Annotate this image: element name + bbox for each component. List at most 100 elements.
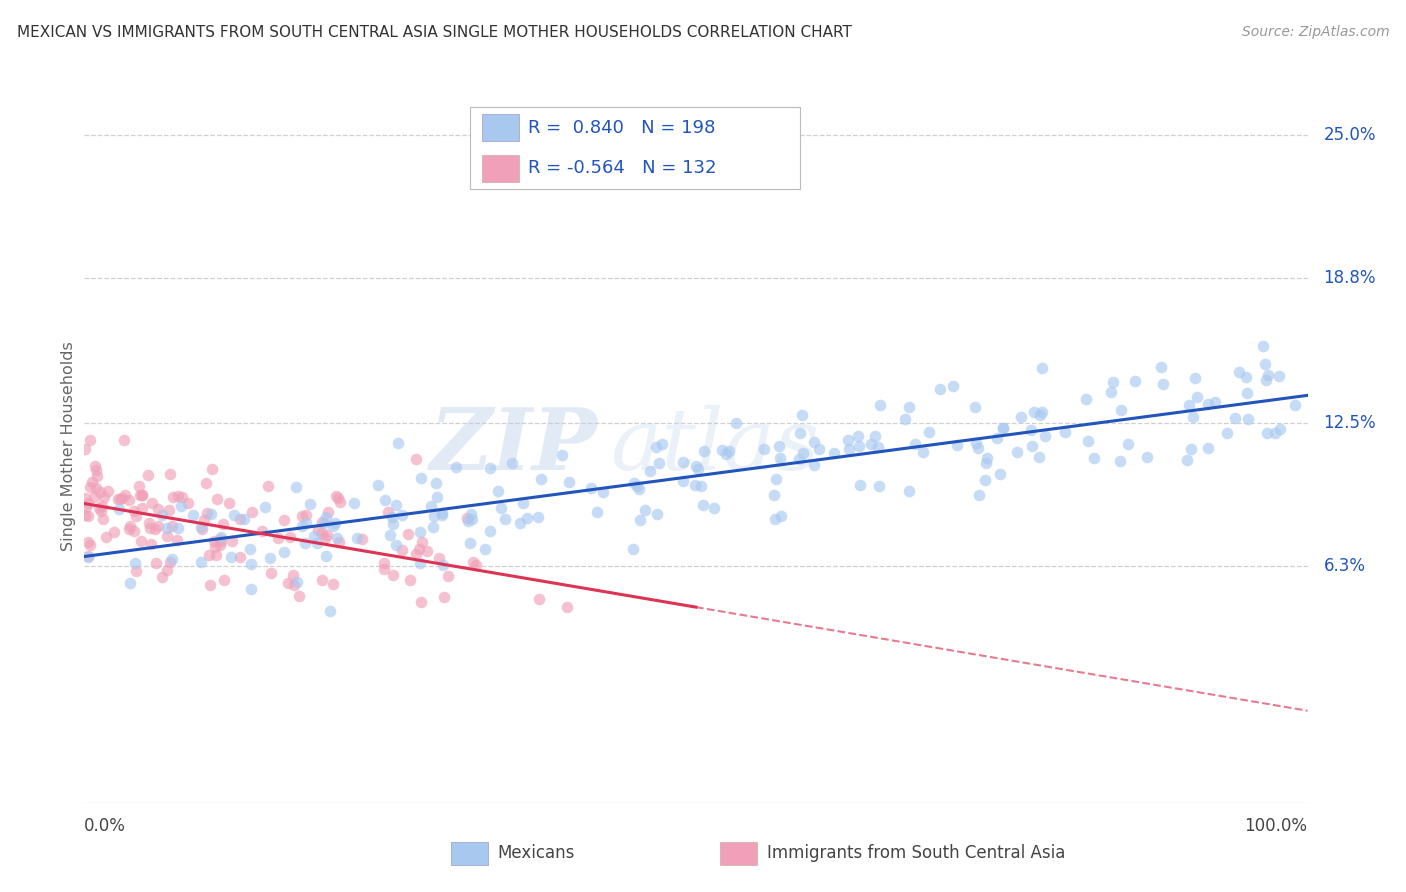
- Point: [322, 576, 344, 591]
- Point: [1019, 423, 1042, 437]
- Point: [529, 591, 551, 606]
- Point: [585, 505, 607, 519]
- Point: [295, 508, 318, 522]
- Point: [194, 476, 217, 491]
- Point: [155, 528, 177, 542]
- Point: [170, 499, 193, 513]
- Point: [1005, 445, 1028, 459]
- Point: [894, 411, 917, 425]
- Point: [426, 490, 449, 504]
- Point: [157, 503, 180, 517]
- Point: [76, 549, 98, 563]
- Point: [509, 516, 531, 530]
- Point: [315, 549, 337, 564]
- Point: [239, 558, 262, 572]
- Point: [314, 516, 336, 530]
- Point: [93, 491, 115, 505]
- Text: atlas: atlas: [610, 405, 820, 487]
- Point: [118, 576, 141, 591]
- Point: [129, 488, 152, 502]
- Point: [1010, 409, 1032, 424]
- Point: [150, 569, 173, 583]
- Point: [1223, 410, 1246, 425]
- Point: [692, 498, 714, 512]
- Point: [273, 545, 295, 559]
- Point: [789, 426, 811, 441]
- Point: [288, 589, 311, 603]
- FancyBboxPatch shape: [470, 107, 800, 189]
- Point: [79, 480, 101, 494]
- Point: [314, 531, 336, 545]
- Point: [278, 530, 301, 544]
- Point: [311, 573, 333, 587]
- Point: [457, 514, 479, 528]
- Point: [131, 488, 153, 502]
- Point: [316, 528, 339, 542]
- Point: [688, 462, 710, 476]
- Point: [209, 530, 232, 544]
- Point: [1268, 421, 1291, 435]
- Point: [458, 535, 481, 549]
- Point: [479, 524, 502, 538]
- Point: [803, 458, 825, 472]
- Point: [385, 538, 408, 552]
- Point: [1284, 398, 1306, 412]
- Point: [373, 562, 395, 576]
- Point: [869, 398, 891, 412]
- Point: [322, 519, 344, 533]
- Point: [868, 479, 890, 493]
- Point: [160, 519, 183, 533]
- Point: [240, 505, 263, 519]
- Point: [90, 499, 112, 513]
- Point: [166, 533, 188, 548]
- Point: [848, 428, 870, 442]
- Point: [342, 496, 364, 510]
- Point: [75, 508, 97, 522]
- Point: [325, 531, 347, 545]
- Point: [325, 489, 347, 503]
- Point: [284, 480, 307, 494]
- Point: [79, 538, 101, 552]
- Point: [208, 539, 231, 553]
- Point: [260, 566, 283, 581]
- Point: [201, 462, 224, 476]
- Point: [90, 504, 112, 518]
- Point: [1083, 450, 1105, 465]
- Point: [112, 433, 135, 447]
- Point: [129, 534, 152, 549]
- Point: [1136, 450, 1159, 464]
- Point: [716, 447, 738, 461]
- Point: [1054, 425, 1077, 440]
- Point: [555, 600, 578, 615]
- Point: [838, 442, 860, 457]
- Point: [425, 475, 447, 490]
- Point: [792, 446, 814, 460]
- Point: [254, 500, 277, 514]
- Point: [792, 409, 814, 423]
- Point: [897, 483, 920, 498]
- Point: [993, 420, 1015, 434]
- Point: [79, 434, 101, 448]
- Point: [141, 496, 163, 510]
- Point: [89, 485, 111, 500]
- Point: [190, 555, 212, 569]
- Point: [118, 519, 141, 533]
- Point: [703, 500, 725, 515]
- Point: [73, 442, 96, 456]
- Point: [551, 448, 574, 462]
- Point: [159, 555, 181, 569]
- Point: [946, 438, 969, 452]
- Point: [710, 443, 733, 458]
- Text: 100.0%: 100.0%: [1244, 816, 1308, 835]
- Point: [1178, 399, 1201, 413]
- Point: [177, 496, 200, 510]
- Point: [315, 510, 337, 524]
- Point: [474, 541, 496, 556]
- Point: [411, 535, 433, 549]
- Point: [405, 452, 427, 467]
- Point: [1175, 453, 1198, 467]
- Point: [1029, 409, 1052, 423]
- Point: [1182, 410, 1205, 425]
- Point: [131, 501, 153, 516]
- Point: [787, 452, 810, 467]
